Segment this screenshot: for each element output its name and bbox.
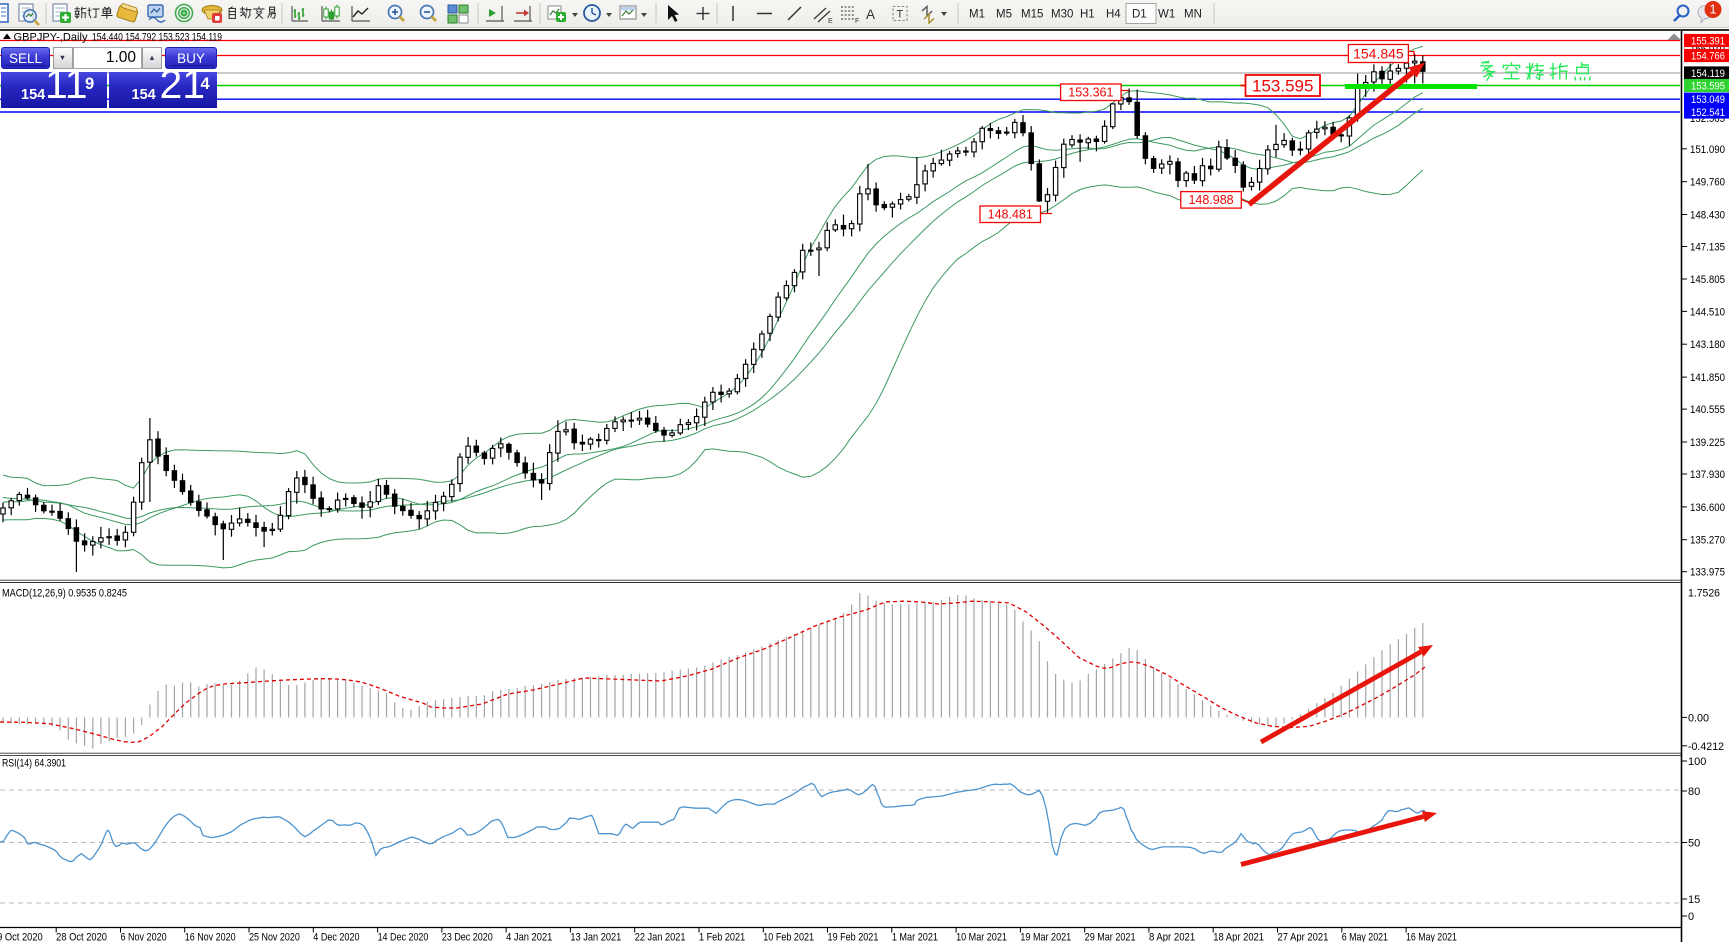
svg-text:18 Apr 2021: 18 Apr 2021 (1213, 932, 1264, 942)
svg-text:143.180: 143.180 (1690, 339, 1725, 351)
svg-text:16 May 2021: 16 May 2021 (1406, 932, 1457, 942)
svg-text:28 Oct 2020: 28 Oct 2020 (56, 932, 107, 942)
svg-text:F: F (855, 18, 859, 25)
svg-text:D1: D1 (1132, 9, 1147, 21)
svg-text:6 Nov 2020: 6 Nov 2020 (120, 932, 166, 942)
svg-text:19 Mar 2021: 19 Mar 2021 (1020, 932, 1071, 942)
svg-text:27 Apr 2021: 27 Apr 2021 (1278, 932, 1329, 942)
svg-text:19 Oct 2020: 19 Oct 2020 (0, 932, 43, 942)
svg-text:T: T (897, 9, 904, 21)
svg-text:80: 80 (1688, 786, 1700, 798)
svg-text:0: 0 (1688, 911, 1694, 923)
svg-text:4 Dec 2020: 4 Dec 2020 (313, 932, 359, 942)
svg-text:149.760: 149.760 (1690, 177, 1725, 189)
svg-text:8 Apr 2021: 8 Apr 2021 (1149, 932, 1195, 942)
svg-text:154.440 154.792 153.523 154.11: 154.440 154.792 153.523 154.119 (92, 32, 222, 44)
svg-text:H1: H1 (1080, 9, 1095, 21)
svg-text:14 Dec 2020: 14 Dec 2020 (378, 932, 429, 942)
svg-text:19 Feb 2021: 19 Feb 2021 (828, 932, 879, 942)
svg-text:148.430: 148.430 (1690, 210, 1725, 222)
svg-text:50: 50 (1688, 838, 1700, 850)
svg-text:100: 100 (1688, 756, 1706, 768)
svg-text:M30: M30 (1051, 9, 1073, 21)
svg-text:16 Nov 2020: 16 Nov 2020 (185, 932, 236, 942)
svg-text:H4: H4 (1106, 9, 1121, 21)
svg-text:13 Jan 2021: 13 Jan 2021 (570, 932, 621, 942)
svg-text:6 May 2021: 6 May 2021 (1342, 932, 1388, 942)
svg-text:10 Mar 2021: 10 Mar 2021 (956, 932, 1007, 942)
svg-text:154.845: 154.845 (1353, 45, 1404, 61)
svg-text:137.930: 137.930 (1690, 469, 1725, 481)
svg-text:25 Nov 2020: 25 Nov 2020 (249, 932, 300, 942)
svg-text:155.391: 155.391 (1691, 36, 1725, 48)
svg-text:E: E (828, 18, 833, 25)
svg-text:154.119: 154.119 (1691, 68, 1725, 80)
svg-text:139.225: 139.225 (1690, 437, 1725, 449)
svg-text:A: A (866, 7, 875, 22)
svg-text:151.090: 151.090 (1690, 144, 1725, 156)
svg-text:M1: M1 (969, 9, 985, 21)
svg-text:135.270: 135.270 (1690, 535, 1725, 547)
svg-text:1.7526: 1.7526 (1688, 588, 1720, 600)
svg-text:153.595: 153.595 (1691, 81, 1725, 93)
svg-text:4 Jan 2021: 4 Jan 2021 (506, 932, 552, 942)
svg-text:152.541: 152.541 (1691, 107, 1725, 119)
svg-text:153.049: 153.049 (1691, 94, 1725, 106)
svg-text:1 Feb 2021: 1 Feb 2021 (699, 932, 745, 942)
svg-text:23 Dec 2020: 23 Dec 2020 (442, 932, 493, 942)
svg-text:147.135: 147.135 (1690, 242, 1725, 254)
svg-text:144.510: 144.510 (1690, 306, 1725, 318)
svg-text:M15: M15 (1021, 9, 1043, 21)
svg-text:10 Feb 2021: 10 Feb 2021 (763, 932, 814, 942)
svg-text:RSI(14) 64.3901: RSI(14) 64.3901 (2, 758, 66, 770)
svg-text:141.850: 141.850 (1690, 372, 1725, 384)
svg-text:22 Jan 2021: 22 Jan 2021 (635, 932, 686, 942)
svg-text:15: 15 (1688, 894, 1700, 906)
svg-text:29 Mar 2021: 29 Mar 2021 (1085, 932, 1136, 942)
svg-text:136.600: 136.600 (1690, 502, 1725, 514)
svg-text:153.595: 153.595 (1252, 76, 1313, 95)
svg-text:MN: MN (1184, 9, 1202, 21)
svg-text:M5: M5 (996, 9, 1012, 21)
svg-text:1: 1 (1710, 3, 1717, 17)
svg-text:GBPJPY-,Daily: GBPJPY-,Daily (14, 32, 89, 44)
svg-text:W1: W1 (1158, 9, 1175, 21)
svg-text:MACD(12,26,9) 0.9535 0.8245: MACD(12,26,9) 0.9535 0.8245 (2, 588, 127, 600)
svg-text:148.481: 148.481 (988, 208, 1033, 222)
svg-text:0.00: 0.00 (1688, 712, 1709, 724)
svg-text:148.988: 148.988 (1188, 193, 1233, 207)
svg-text:133.975: 133.975 (1690, 567, 1725, 579)
svg-text:145.805: 145.805 (1690, 274, 1725, 286)
svg-text:1 Mar 2021: 1 Mar 2021 (892, 932, 938, 942)
svg-text:-0.4212: -0.4212 (1688, 741, 1724, 753)
svg-text:140.555: 140.555 (1690, 404, 1725, 416)
svg-text:153.361: 153.361 (1068, 86, 1113, 100)
svg-text:154.766: 154.766 (1691, 51, 1725, 63)
